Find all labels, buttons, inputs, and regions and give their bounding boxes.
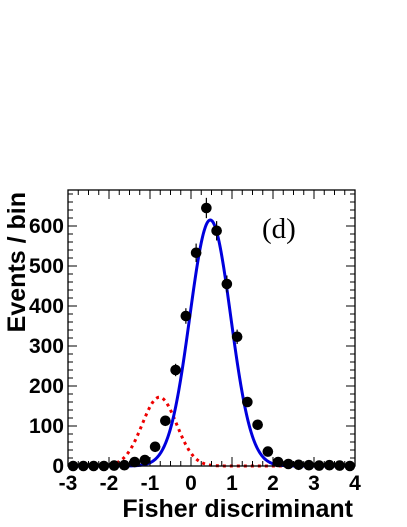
y-tick-label: 600 xyxy=(29,215,64,238)
data-marker xyxy=(221,278,233,290)
data-marker xyxy=(324,459,335,471)
x-tick-label: -1 xyxy=(141,472,160,495)
data-marker xyxy=(262,446,274,457)
fit-curves xyxy=(68,218,355,468)
panel-label: (d) xyxy=(262,213,296,245)
y-tick-label: 100 xyxy=(29,415,64,438)
data-point xyxy=(170,363,181,377)
data-marker xyxy=(283,458,294,470)
x-tick-label: 1 xyxy=(226,472,238,495)
y-tick-label: 300 xyxy=(29,335,64,358)
x-tick-label: 0 xyxy=(185,472,197,495)
data-point xyxy=(242,396,253,408)
axes xyxy=(67,189,356,467)
y-axis-title: Events / bin xyxy=(3,192,31,332)
x-tick-label: 2 xyxy=(267,472,279,495)
data-marker xyxy=(190,247,202,259)
data-marker xyxy=(252,419,263,431)
data-marker xyxy=(293,459,304,471)
data-point xyxy=(293,459,304,471)
data-marker xyxy=(201,202,212,214)
y-tick-label: 0 xyxy=(52,455,64,478)
data-marker xyxy=(272,456,284,468)
data-marker xyxy=(170,364,181,376)
data-marker xyxy=(231,331,243,343)
x-tick-label: -2 xyxy=(100,472,119,495)
data-marker xyxy=(139,454,151,466)
data-point xyxy=(119,459,130,471)
x-axis-title: Fisher discriminant xyxy=(122,495,353,523)
data-point xyxy=(211,221,222,241)
data-point xyxy=(324,459,335,471)
data-marker xyxy=(129,456,140,468)
y-tick-label: 500 xyxy=(29,255,64,278)
data-point xyxy=(221,275,233,293)
y-tick-label: 400 xyxy=(29,295,64,318)
x-tick-label: 4 xyxy=(349,472,361,495)
data-points xyxy=(67,197,356,472)
data-point xyxy=(201,197,212,219)
data-marker xyxy=(180,310,192,322)
data-point xyxy=(139,454,151,466)
data-marker xyxy=(242,396,253,408)
data-point xyxy=(129,456,140,468)
data-marker xyxy=(303,459,315,471)
x-tick-label: -3 xyxy=(59,472,78,495)
data-marker xyxy=(119,459,130,471)
data-point xyxy=(190,243,202,263)
background-fit-curve xyxy=(68,395,355,468)
data-point xyxy=(283,458,294,470)
data-point xyxy=(149,441,161,453)
data-point xyxy=(180,308,192,324)
data-point xyxy=(303,459,315,471)
x-tick-label: 3 xyxy=(308,472,320,495)
data-point xyxy=(231,329,243,344)
data-point xyxy=(252,419,263,431)
data-marker xyxy=(160,415,171,427)
data-point xyxy=(272,456,284,468)
data-point xyxy=(262,446,274,457)
data-point xyxy=(160,415,171,427)
total-fit-curve xyxy=(68,218,355,468)
tick-labels: -3 -2 -1 0 1 2 3 4 0 100 200 300 400 500 600 xyxy=(29,215,361,495)
data-marker xyxy=(211,225,222,237)
data-marker xyxy=(149,441,161,453)
y-tick-label: 200 xyxy=(29,375,64,398)
